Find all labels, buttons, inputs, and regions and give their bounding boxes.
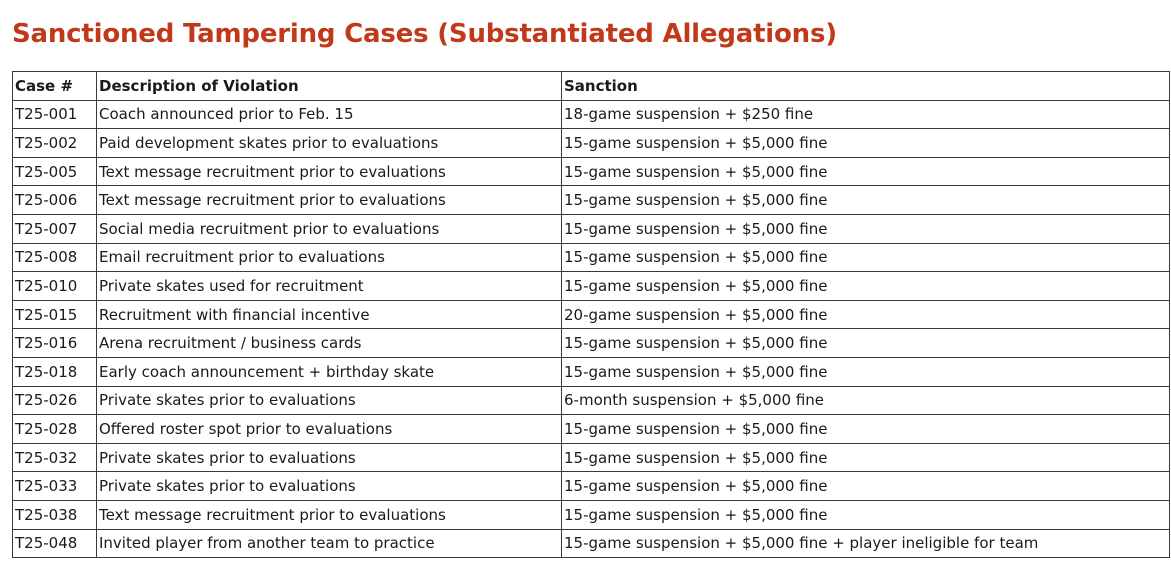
description-cell: Text message recruitment prior to evalua… <box>96 185 562 215</box>
sanction-cell: 15-game suspension + $5,000 fine <box>561 499 1170 530</box>
case-number-cell: T25-005 <box>12 156 97 187</box>
description-cell: Private skates used for recruitment <box>96 271 562 301</box>
case-number-cell: T25-026 <box>12 385 97 416</box>
table-header: Case # Description of Violation Sanction <box>12 71 1170 101</box>
header-sanction: Sanction <box>561 71 1170 101</box>
case-number-cell: T25-008 <box>12 242 97 273</box>
description-cell: Early coach announcement + birthday skat… <box>96 356 562 387</box>
sanction-cell: 15-game suspension + $5,000 fine <box>561 128 1170 158</box>
description-cell: Email recruitment prior to evaluations <box>96 242 562 273</box>
sanction-cell: 15-game suspension + $5,000 fine <box>561 356 1170 387</box>
table-row: T25-001 Coach announced prior to Feb. 15 1… <box>12 99 1170 130</box>
sanction-cell: 20-game suspension + $5,000 fine <box>561 299 1170 330</box>
table-row: T25-028 Offered roster spot prior to eval… <box>12 414 1170 444</box>
description-cell: Social media recruitment prior to evalua… <box>96 213 562 244</box>
table-row: T25-026 Private skates prior to evaluatio… <box>12 385 1170 416</box>
page-title: Sanctioned Tampering Cases (Substantiate… <box>12 19 837 49</box>
table-row: T25-015 Recruitment with financial incent… <box>12 299 1170 330</box>
description-cell: Private skates prior to evaluations <box>96 442 562 473</box>
case-number-cell: T25-038 <box>12 499 97 530</box>
sanction-cell: 18-game suspension + $250 fine <box>561 99 1170 130</box>
sanction-cell: 15-game suspension + $5,000 fine <box>561 328 1170 358</box>
table-row: T25-005 Text message recruitment prior to… <box>12 156 1170 187</box>
table-row: T25-038 Text message recruitment prior to… <box>12 499 1170 530</box>
header-description: Description of Violation <box>96 71 562 101</box>
sanction-cell: 15-game suspension + $5,000 fine <box>561 213 1170 244</box>
case-number-cell: T25-032 <box>12 442 97 473</box>
sanction-cell: 15-game suspension + $5,000 fine <box>561 414 1170 444</box>
table-row: T25-002 Paid development skates prior to … <box>12 128 1170 158</box>
sanction-cell: 6-month suspension + $5,000 fine <box>561 385 1170 416</box>
table-body: T25-001 Coach announced prior to Feb. 15 1… <box>12 99 1170 559</box>
description-cell: Private skates prior to evaluations <box>96 471 562 501</box>
sanction-cell: 15-game suspension + $5,000 fine <box>561 156 1170 187</box>
header-row: Case # Description of Violation Sanction <box>12 71 1170 101</box>
sanction-cell: 15-game suspension + $5,000 fine <box>561 471 1170 501</box>
sanction-cell: 15-game suspension + $5,000 fine <box>561 442 1170 473</box>
case-number-cell: T25-048 <box>12 528 97 559</box>
header-case-number: Case # <box>12 71 97 101</box>
table-row: T25-008 Email recruitment prior to evalua… <box>12 242 1170 273</box>
description-cell: Coach announced prior to Feb. 15 <box>96 99 562 130</box>
description-cell: Arena recruitment / business cards <box>96 328 562 358</box>
table-row: T25-032 Private skates prior to evaluatio… <box>12 442 1170 473</box>
table-row: T25-048 Invited player from another team … <box>12 528 1170 559</box>
case-number-cell: T25-015 <box>12 299 97 330</box>
table-row: T25-018 Early coach announcement + birthd… <box>12 356 1170 387</box>
sanction-cell: 15-game suspension + $5,000 fine + playe… <box>561 528 1170 559</box>
sanction-cell: 15-game suspension + $5,000 fine <box>561 242 1170 273</box>
case-number-cell: T25-006 <box>12 185 97 215</box>
sanction-cell: 15-game suspension + $5,000 fine <box>561 185 1170 215</box>
description-cell: Text message recruitment prior to evalua… <box>96 499 562 530</box>
case-number-cell: T25-001 <box>12 99 97 130</box>
table-row: T25-006 Text message recruitment prior to… <box>12 185 1170 215</box>
description-cell: Invited player from another team to prac… <box>96 528 562 559</box>
description-cell: Offered roster spot prior to evaluations <box>96 414 562 444</box>
sanction-cell: 15-game suspension + $5,000 fine <box>561 271 1170 301</box>
case-number-cell: T25-002 <box>12 128 97 158</box>
description-cell: Paid development skates prior to evaluat… <box>96 128 562 158</box>
table-row: T25-010 Private skates used for recruitme… <box>12 271 1170 301</box>
case-number-cell: T25-007 <box>12 213 97 244</box>
case-number-cell: T25-033 <box>12 471 97 501</box>
description-cell: Text message recruitment prior to evalua… <box>96 156 562 187</box>
table-row: T25-033 Private skates prior to evaluatio… <box>12 471 1170 501</box>
case-number-cell: T25-016 <box>12 328 97 358</box>
case-number-cell: T25-018 <box>12 356 97 387</box>
case-number-cell: T25-010 <box>12 271 97 301</box>
description-cell: Private skates prior to evaluations <box>96 385 562 416</box>
case-number-cell: T25-028 <box>12 414 97 444</box>
description-cell: Recruitment with financial incentive <box>96 299 562 330</box>
table-row: T25-007 Social media recruitment prior to… <box>12 213 1170 244</box>
cases-table: Case # Description of Violation Sanction… <box>12 71 1170 559</box>
table-row: T25-016 Arena recruitment / business card… <box>12 328 1170 358</box>
